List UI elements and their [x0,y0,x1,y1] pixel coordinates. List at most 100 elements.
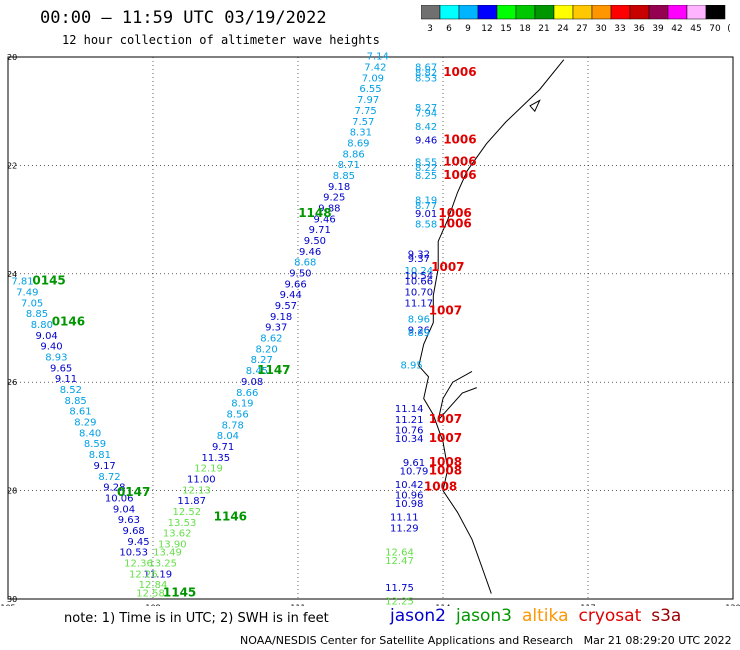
wave-height-label: 8.22 [415,163,437,174]
legend-label: 18 [519,24,531,34]
wave-height-label: 11.29 [390,523,419,534]
wave-height-label: 9.66 [284,279,306,290]
lon-tick-label: 105 [0,604,15,606]
coastline [418,59,565,594]
wave-height-label: 9.88 [318,203,340,214]
pass-time-label: 1007 [429,412,462,426]
wave-height-label: 7.94 [415,109,437,120]
wave-height-label: 13.25 [148,558,177,569]
wave-height-label: 10.76 [395,426,424,437]
lat-tick-label: 26 [7,378,17,387]
wave-height-label: 8.31 [350,128,372,139]
pass-time-label: 1147 [257,363,290,377]
wave-height-label: 13.62 [163,529,192,540]
pass-time-label: 1006 [443,154,476,168]
pass-time-label: 1008 [424,480,457,494]
wave-height-label: 9.71 [309,225,331,236]
lat-tick-label: 28 [7,487,17,496]
wave-height-label: 8.89 [408,328,430,339]
wave-height-label: 8.25 [415,171,437,182]
wave-height-label: 8.96 [408,315,430,326]
wave-height-label: 8.95 [400,361,422,372]
wave-height-label: 8.78 [222,420,244,431]
lon-tick-label: 108 [145,604,160,606]
wave-height-label: 9.11 [55,374,77,385]
wave-height-label: 7.57 [352,117,374,128]
wave-height-label: 8.58 [415,220,437,231]
lon-tick-label: 120 [725,604,740,606]
wave-height-label: 8.53 [415,73,437,84]
wave-height-label: 10.66 [405,277,434,288]
wave-height-label: 9.37 [265,323,287,334]
wave-height-label: 9.18 [328,182,350,193]
satellite-cryosat-label: cryosat [578,606,642,626]
wave-height-label: 12.13 [182,485,211,496]
wave-height-label: 9.44 [280,290,302,301]
pass-time-label: 1008 [429,455,462,469]
pass-time-label: 1006 [443,168,476,182]
wave-height-label: 8.81 [89,450,111,461]
page-title: 00:00 – 11:59 UTC 03/19/2022 [40,8,327,28]
satellite-altika-label: altika [522,606,569,626]
wave-height-label: 10.06 [105,493,134,504]
pass-time-label: 1145 [163,585,196,599]
wave-height-label: 12.26 [129,569,158,580]
map-frame [7,56,734,600]
wave-height-label: 8.29 [74,418,96,429]
wave-height-label: 10.53 [119,548,148,559]
wave-height-label: 9.46 [415,136,437,147]
wave-height-label: 11.19 [144,569,173,580]
lon-tick-label: 117 [580,604,595,606]
wave-height-label: 9.68 [123,526,145,537]
wave-height-label: 8.85 [333,171,355,182]
pass-time-label: 1006 [443,65,476,79]
wave-height-label: 9.08 [241,377,263,388]
wave-height-label: 13.53 [168,518,197,529]
wave-height-label: 8.20 [255,344,277,355]
wave-height-label: 12.36 [124,558,153,569]
wave-height-label: 8.85 [65,396,87,407]
wave-height-label: 9.61 [403,458,425,469]
wave-height-label: 7.14 [367,52,389,63]
wave-height-label: 8.82 [415,68,437,79]
wave-height-label: 11.17 [405,298,434,309]
wave-height-label: 13.90 [158,540,187,551]
wave-height-label: 9.40 [40,342,62,353]
pass-time-label: 1006 [443,133,476,147]
wave-height-label: 9.26 [408,325,430,336]
wave-height-label: 10.70 [405,287,434,298]
legend-swatch [705,5,726,20]
wave-height-label: 11.14 [395,404,424,415]
lat-tick-label: 30 [7,595,17,604]
legend-label: 24 [557,24,569,34]
lon-tick-label: 111 [290,604,305,606]
wave-height-label: 8.40 [79,428,101,439]
wave-height-label: 7.75 [355,106,377,117]
wave-height-label: 10.96 [395,491,424,502]
wave-height-label: 9.18 [270,312,292,323]
wave-height-label: 7.05 [21,298,43,309]
legend-label: 9 [465,24,471,34]
wave-height-label: 9.32 [408,250,430,261]
wave-height-label: 10.34 [395,434,424,445]
legend-label: 15 [500,24,511,34]
wave-height-label: 8.52 [60,385,82,396]
wave-height-label: 11.75 [385,583,414,594]
wave-height-label: 10.42 [395,480,424,491]
wave-height-label: 9.45 [127,537,149,548]
wave-height-label: 8.80 [31,320,53,331]
wave-height-label: 11.35 [202,453,231,464]
pass-time-label: 0146 [52,314,85,328]
wave-height-label: 9.04 [113,504,135,515]
lon-tick-label: 114 [435,604,450,606]
lat-tick-label: 20 [7,53,17,62]
wave-height-label: 8.86 [342,149,364,160]
wave-height-label: 9.63 [118,515,140,526]
wave-height-label: 9.57 [275,301,297,312]
wave-height-label: 8.71 [338,160,360,171]
note-text: note: 1) Time is in UTC; 2) SWH is in fe… [64,611,329,626]
wave-height-label: 10.79 [400,466,429,477]
wave-height-label: 9.01 [415,209,437,220]
bay-outline [437,370,477,422]
wave-height-label: 8.61 [69,407,91,418]
